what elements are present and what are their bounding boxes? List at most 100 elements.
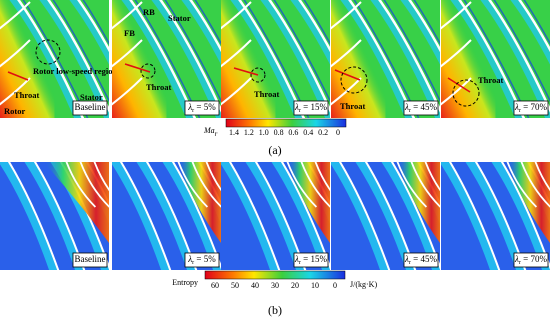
colorbar-title: Entropy — [172, 278, 198, 287]
panel: RB FB Stator Throat λr = 5% — [112, 0, 221, 118]
blade — [119, 162, 172, 270]
condition-label: λr = 15% — [294, 254, 327, 266]
colorbar-tick: 50 — [231, 281, 239, 290]
label-box — [184, 252, 220, 268]
annotation: Throat — [14, 90, 40, 100]
panel: λr = 45% — [331, 162, 440, 270]
annotation: FB — [124, 28, 135, 38]
text: = 5% — [194, 254, 216, 264]
wake — [273, 0, 330, 103]
label-box — [72, 100, 108, 116]
low-speed-band — [230, 0, 303, 118]
colorbar-tick: 0 — [333, 281, 337, 290]
wake — [493, 0, 550, 103]
colorbar-tick: 0.8 — [274, 128, 284, 137]
throat-line — [334, 69, 361, 81]
rotor-blade — [331, 1, 362, 30]
contour-field — [441, 162, 550, 270]
stator-blade — [506, 162, 538, 208]
colorbar-title: Mar — [203, 126, 218, 138]
highlight-circle — [340, 66, 368, 94]
wake — [303, 0, 330, 45]
low-speed-band — [450, 0, 523, 118]
throat-line — [7, 71, 29, 81]
blade — [228, 162, 281, 270]
wake — [164, 0, 221, 103]
panel_a: Rotor low-speed regionThroatRotorStatorB… — [0, 0, 550, 118]
stator-blade — [286, 162, 318, 208]
stator-blade — [396, 162, 428, 208]
colorbar-a: Mar 1.4 1.2 1.0 0.8 0.6 0.4 0.2 0 — [203, 118, 347, 138]
colorbar-tick: 40 — [251, 281, 259, 290]
low-speed-band — [510, 0, 550, 65]
label-box — [403, 252, 439, 268]
stator-blade — [534, 162, 550, 192]
highlight-circle — [35, 39, 61, 65]
blade — [408, 0, 440, 53]
rotor-blade — [112, 1, 143, 30]
subscript: r — [299, 108, 301, 114]
label-box — [72, 252, 108, 268]
stator-blade — [300, 162, 330, 208]
subscript: r — [299, 260, 301, 266]
panel: Throat λr = 70% — [441, 0, 550, 118]
contour-field — [221, 162, 330, 270]
colorbar-unit: J/(kg·K) — [350, 280, 377, 289]
blade — [7, 162, 60, 270]
blade — [338, 162, 391, 270]
colorbar-tick: 30 — [271, 281, 279, 290]
condition-label: λr = 70% — [514, 102, 547, 114]
blade — [77, 0, 109, 53]
contour-field — [112, 162, 221, 270]
rotor-blade — [221, 39, 252, 68]
highlight-circle — [452, 79, 480, 107]
colorbar-tick: 1.0 — [259, 128, 269, 137]
entropy-band — [112, 162, 170, 270]
stator-blade — [520, 162, 550, 208]
symbol: λ — [404, 102, 409, 112]
contour-field — [0, 162, 109, 270]
annotation: Throat — [340, 101, 366, 111]
contour-field — [441, 0, 550, 118]
colorbar-tick: 0.6 — [288, 128, 298, 137]
symbol: λ — [187, 254, 192, 264]
blade — [518, 0, 550, 53]
annotation: Throat — [478, 75, 504, 85]
colorbar-tick: 0.2 — [318, 128, 328, 137]
colorbar-b: Entropy J/(kg·K) 60 50 40 30 20 10 0 — [172, 270, 377, 290]
rotor-blade — [0, 1, 31, 30]
rotor-blade — [112, 77, 143, 106]
throat-line — [233, 67, 259, 76]
blade — [448, 162, 501, 270]
label-box — [293, 100, 329, 116]
panel: λr = 5% — [112, 162, 221, 270]
symbol: λ — [187, 102, 192, 112]
colorbar — [225, 118, 347, 128]
colorbar-tick: 0.4 — [303, 128, 313, 137]
contour-field — [221, 0, 330, 118]
panel-label: (a) — [268, 143, 281, 157]
rotor-blade — [0, 39, 31, 68]
rotor-blade — [441, 1, 472, 30]
rotor-blade — [331, 77, 362, 106]
symbol: λ — [404, 254, 409, 264]
rotor-blade — [112, 39, 143, 68]
wake — [383, 0, 440, 103]
stator-blade — [314, 162, 330, 192]
low-speed-band — [400, 0, 440, 65]
low-speed-band — [121, 0, 194, 118]
condition-label: λr = 15% — [294, 102, 327, 114]
panel-label: (b) — [268, 303, 282, 317]
entropy-band — [0, 162, 58, 270]
wake — [52, 0, 109, 103]
annotation: Throat — [146, 82, 172, 92]
rotor-blade — [441, 77, 472, 106]
entropy-band — [221, 162, 279, 270]
condition-label: λr = 5% — [187, 102, 216, 114]
colorbar — [204, 270, 346, 280]
low-speed-band — [340, 0, 413, 118]
low-speed-band — [181, 0, 221, 65]
label-box — [513, 100, 549, 116]
subscript: r — [409, 260, 411, 266]
subscript: r — [192, 108, 194, 114]
